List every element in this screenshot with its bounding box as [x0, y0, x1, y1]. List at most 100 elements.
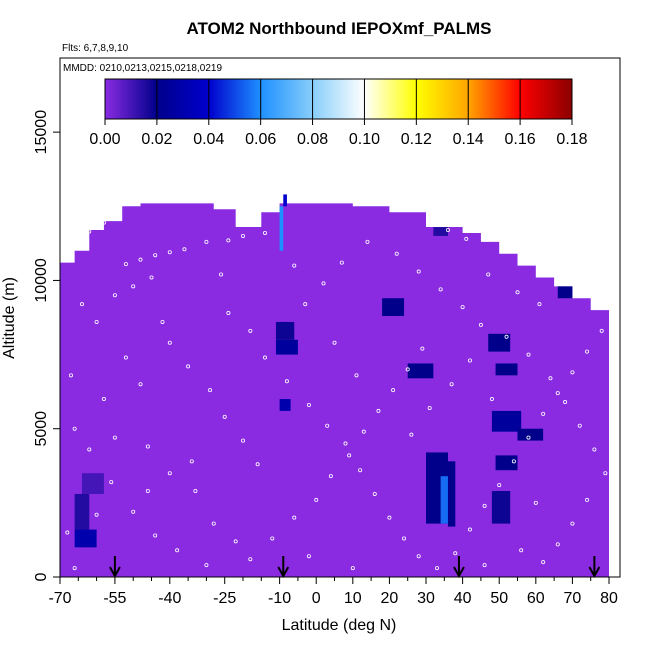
- sample-point: [504, 334, 509, 339]
- sample-point: [541, 560, 546, 565]
- heatmap-cell: [495, 363, 518, 376]
- heatmap-cell: [81, 473, 104, 494]
- x-tick-label: 80: [600, 590, 618, 607]
- sample-point: [123, 262, 128, 267]
- x-tick-label: 50: [490, 590, 508, 607]
- sample-point: [427, 405, 432, 410]
- colorbar-tick-label: 0.08: [297, 131, 328, 148]
- flight-arrow-head: [109, 566, 121, 579]
- heatmap-cell: [275, 339, 298, 355]
- sample-point: [211, 521, 216, 526]
- sample-point: [292, 515, 297, 520]
- sample-point: [72, 426, 77, 431]
- sample-point: [570, 370, 575, 375]
- sample-point: [145, 488, 150, 493]
- sample-point: [292, 263, 297, 268]
- heatmap-cell: [440, 476, 448, 524]
- x-tick-label: -55: [103, 590, 126, 607]
- x-axis-label: Latitude (deg N): [282, 617, 397, 634]
- sample-point: [394, 251, 399, 256]
- sample-point: [467, 358, 472, 363]
- sample-point: [189, 459, 194, 464]
- sample-point: [548, 376, 553, 381]
- x-tick-label: -70: [48, 590, 71, 607]
- sample-point: [563, 400, 568, 405]
- plot-area: [60, 194, 610, 577]
- sample-point: [434, 566, 439, 571]
- sample-point: [482, 503, 487, 508]
- sample-point: [372, 491, 377, 496]
- sample-point: [328, 474, 333, 479]
- sample-point: [321, 281, 326, 286]
- sample-point: [153, 253, 158, 258]
- colorbar-tick-label: 0.02: [141, 131, 172, 148]
- sample-point: [577, 423, 582, 428]
- x-tick-label: 20: [381, 590, 399, 607]
- x-tick-label: -10: [268, 590, 291, 607]
- x-tick-label: 40: [454, 590, 472, 607]
- sample-point: [101, 220, 106, 225]
- y-tick-label: 10000: [33, 258, 50, 303]
- sample-point: [255, 462, 260, 467]
- sample-point: [193, 488, 198, 493]
- sample-point: [350, 566, 355, 571]
- sample-point: [167, 340, 172, 345]
- sample-point: [570, 521, 575, 526]
- sample-point: [537, 302, 542, 307]
- sample-point: [101, 397, 106, 402]
- heatmap-cell: [517, 428, 544, 441]
- sample-point: [325, 423, 330, 428]
- sample-point: [131, 284, 136, 289]
- sample-point: [420, 346, 425, 351]
- sample-point: [511, 459, 516, 464]
- sample-point: [533, 500, 538, 505]
- colorbar-tick-label: 0.18: [556, 131, 587, 148]
- y-axis: 0 5000 10000 15000: [33, 110, 60, 581]
- sample-point: [592, 447, 597, 452]
- colorbar-tick-label: 0.12: [401, 131, 432, 148]
- sample-point: [497, 483, 502, 488]
- heatmap-cell: [283, 194, 287, 207]
- sample-point: [204, 239, 209, 244]
- sample-point: [153, 533, 158, 538]
- sample-point: [72, 566, 77, 571]
- heatmap-cell: [447, 461, 456, 527]
- x-tick-label: 10: [344, 590, 362, 607]
- heatmap-cell: [491, 410, 522, 432]
- heatmap-cell: [495, 455, 518, 471]
- x-tick-label: 30: [417, 590, 435, 607]
- heatmap-cell: [382, 298, 405, 317]
- sample-point: [270, 536, 275, 541]
- sample-point: [478, 322, 483, 327]
- sample-point: [109, 480, 114, 485]
- heatmap-cell: [279, 206, 284, 251]
- sample-point: [138, 382, 143, 387]
- sample-point: [555, 542, 560, 547]
- sample-point: [262, 230, 267, 235]
- sample-point: [306, 402, 311, 407]
- sample-point: [405, 367, 410, 372]
- y-tick-label: 0: [33, 572, 50, 581]
- sample-point: [149, 275, 154, 280]
- y-axis-label: Altitude (m): [1, 277, 18, 359]
- heatmap-cells: [74, 194, 573, 548]
- flight-arrow-head: [588, 566, 601, 579]
- heatmap-cell: [407, 363, 434, 379]
- sample-point: [445, 228, 450, 233]
- sample-point: [585, 497, 590, 502]
- sample-point: [489, 397, 494, 402]
- colorbar-tick-label: 0.10: [349, 131, 380, 148]
- sample-point: [94, 512, 99, 517]
- sample-point: [138, 257, 143, 262]
- sample-point: [241, 438, 246, 443]
- colorbar-tick-label: 0.00: [89, 131, 120, 148]
- sample-point: [585, 349, 590, 354]
- sample-point: [65, 530, 70, 535]
- sample-point: [387, 515, 392, 520]
- x-tick-label: 70: [564, 590, 582, 607]
- sample-point: [482, 563, 487, 568]
- x-tick-label: 60: [527, 590, 545, 607]
- sample-point: [361, 429, 366, 434]
- flights-subtitle: Flts: 6,7,8,9,10: [62, 43, 129, 54]
- x-tick-label: -25: [213, 590, 236, 607]
